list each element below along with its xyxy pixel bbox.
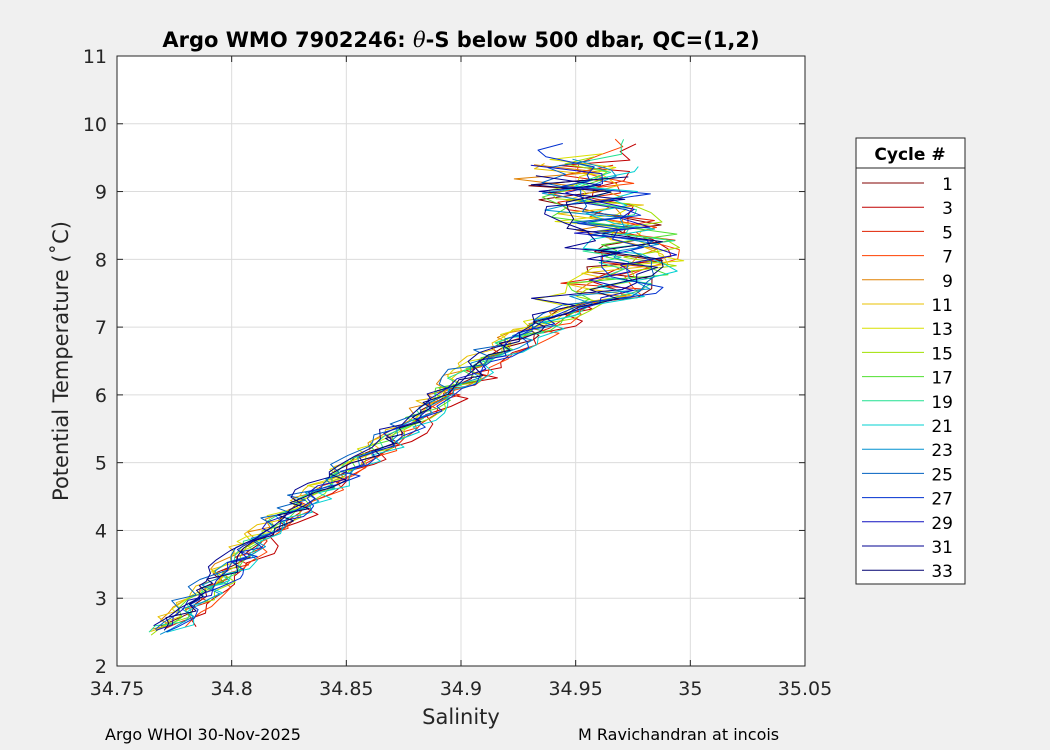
x-tick-label: 34.95 (548, 678, 602, 700)
y-tick-label: 11 (83, 46, 107, 68)
y-tick-label: 5 (95, 453, 107, 475)
series-line-cycle-23 (159, 158, 660, 635)
x-axis-label: Salinity (422, 705, 500, 729)
legend-label-cycle-17: 17 (931, 369, 953, 389)
legend-label-cycle-27: 27 (931, 490, 953, 510)
chart-title-suffix: -S below 500 dbar, QC=(1,2) (426, 28, 760, 52)
x-tick-label: 34.85 (319, 678, 373, 700)
y-tick-label: 9 (95, 182, 107, 204)
x-tick-label: 34.75 (90, 678, 144, 700)
series-line-cycle-33 (163, 176, 664, 631)
y-axis-label: Potential Temperature (˚C) (49, 221, 73, 501)
chart-title: Argo WMO 7902246: θ-S below 500 dbar, QC… (162, 28, 759, 52)
legend-label-cycle-25: 25 (931, 465, 953, 485)
y-tick-label: 7 (95, 317, 107, 339)
y-tick-label: 6 (95, 385, 107, 407)
legend-label-cycle-21: 21 (931, 417, 953, 437)
legend-label-cycle-33: 33 (931, 562, 953, 582)
footer-source: Argo WHOI 30-Nov-2025 (105, 725, 301, 744)
y-tick-label: 4 (95, 520, 107, 542)
legend-label-cycle-7: 7 (942, 248, 953, 268)
legend-label-cycle-3: 3 (942, 199, 953, 219)
footer-author: M Ravichandran at incois (578, 725, 780, 744)
legend-label-cycle-1: 1 (942, 175, 953, 195)
legend-label-cycle-31: 31 (931, 538, 953, 558)
legend-label-cycle-11: 11 (931, 296, 953, 316)
y-tick-label: 8 (95, 249, 107, 271)
legend-label-cycle-19: 19 (931, 393, 953, 413)
legend-label-cycle-13: 13 (931, 320, 953, 340)
series-line-cycle-21 (166, 166, 678, 633)
series-line-cycle-15 (150, 156, 680, 636)
legend-title: Cycle # (874, 145, 945, 165)
y-tick-label: 3 (95, 588, 107, 610)
chart-title-theta: θ (413, 28, 426, 52)
series-lines (148, 138, 685, 636)
legend-label-cycle-5: 5 (942, 223, 953, 243)
legend-label-cycle-9: 9 (942, 272, 953, 292)
legend-box (855, 137, 966, 585)
legend-label-cycle-29: 29 (931, 514, 953, 534)
axis-ticks: 34.75 34.8 34.85 34.9 34.95 35 35.05 2 3 4 5 6 7 8 9 10… (83, 46, 832, 700)
legend-label-cycle-15: 15 (931, 344, 953, 364)
x-tick-label: 34.8 (211, 678, 253, 700)
y-tick-label: 2 (95, 656, 107, 678)
x-tick-label: 35.05 (778, 678, 832, 700)
series-line-cycle-27 (166, 143, 664, 633)
y-tick-label: 10 (83, 114, 107, 136)
legend-label-cycle-23: 23 (931, 441, 953, 461)
x-tick-label: 34.9 (440, 678, 482, 700)
x-tick-label: 35 (678, 678, 702, 700)
chart-title-prefix: Argo WMO 7902246: (162, 28, 413, 52)
